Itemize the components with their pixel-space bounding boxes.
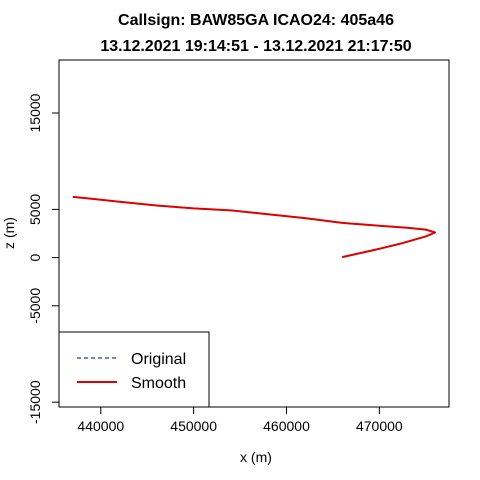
- y-axis-label: z (m): [1, 217, 17, 249]
- x-axis: 440000 450000 460000 470000: [77, 407, 403, 434]
- legend-label-smooth: Smooth: [131, 375, 186, 392]
- series-line-smooth: [72, 195, 437, 259]
- chart-subtitle: 13.12.2021 19:14:51 - 13.12.2021 21:17:5…: [100, 38, 411, 55]
- y-tick-label: -15000: [27, 380, 43, 424]
- x-tick-label: 450000: [170, 418, 217, 434]
- y-tick-label: 15000: [27, 93, 43, 132]
- y-tick-label: 5000: [27, 194, 43, 225]
- y-tick-label: 0: [27, 253, 43, 261]
- legend: Original Smooth: [58, 331, 210, 408]
- x-axis-label: x (m): [240, 449, 272, 465]
- plot-border: [58, 59, 450, 408]
- chart-title: Callsign: BAW85GA ICAO24: 405a46: [118, 12, 394, 29]
- legend-label-original: Original: [131, 351, 186, 368]
- x-tick-label: 440000: [77, 418, 124, 434]
- x-tick-label: 470000: [356, 418, 403, 434]
- y-tick-label: -5000: [27, 288, 43, 324]
- y-axis: -15000 -5000 0 5000 15000: [27, 93, 59, 424]
- plot-area: [58, 59, 450, 408]
- legend-box: [58, 331, 210, 408]
- x-tick-label: 460000: [263, 418, 310, 434]
